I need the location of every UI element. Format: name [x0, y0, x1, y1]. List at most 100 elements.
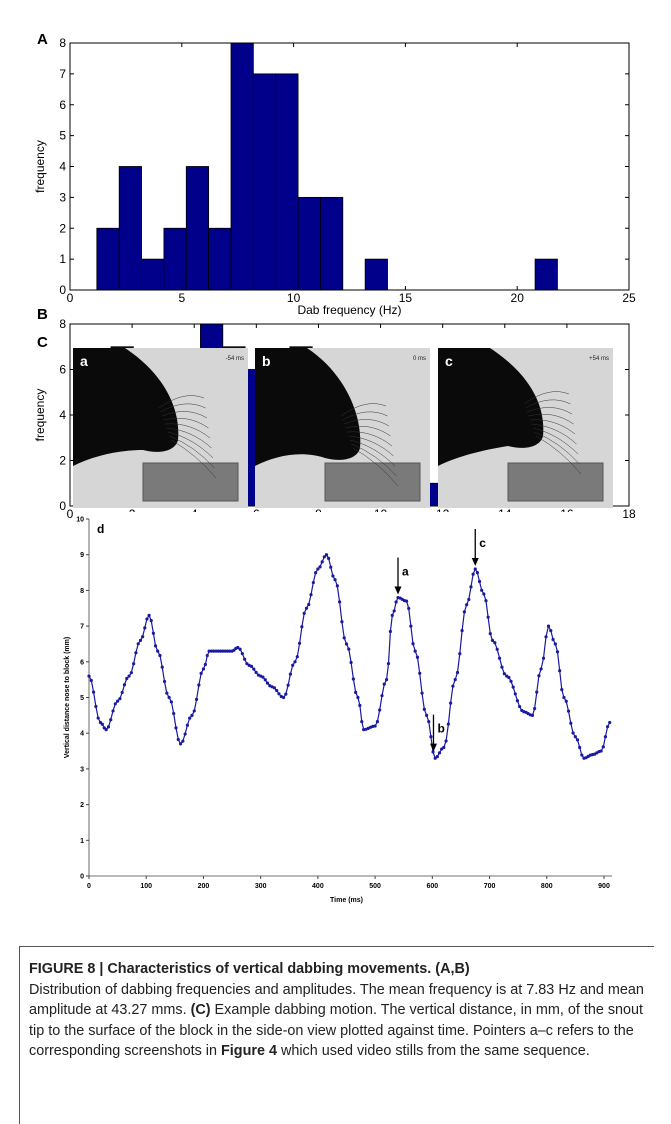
distance-point — [104, 728, 108, 732]
distance-point — [318, 565, 322, 569]
d-x-tick-label: 900 — [598, 883, 610, 890]
distance-point — [125, 676, 129, 681]
distance-point — [384, 678, 389, 682]
distance-point — [462, 610, 466, 614]
distance-point — [194, 697, 199, 701]
distance-point — [347, 647, 351, 651]
hist-a-x-tick-label: 5 — [178, 291, 185, 305]
distance-point — [467, 597, 471, 602]
distance-point — [100, 722, 104, 726]
distance-point — [192, 709, 196, 713]
distance-point — [113, 702, 117, 706]
whisker — [169, 435, 215, 469]
video-still-b: b 0 ms — [255, 348, 430, 508]
distance-point — [291, 663, 295, 667]
block-shape — [324, 462, 421, 502]
hist-a-bar — [96, 227, 120, 291]
pointer-arrow-head — [429, 743, 437, 752]
caption-title: FIGURE 8 | Characteristics of vertical d… — [29, 961, 470, 977]
distance-point — [404, 599, 409, 603]
caption-text: FIGURE 8 | Characteristics of vertical d… — [29, 959, 647, 1062]
distance-point — [425, 713, 429, 717]
distance-point — [442, 745, 446, 750]
distance-point — [544, 635, 548, 639]
distance-point — [281, 695, 286, 700]
distance-point — [449, 701, 453, 705]
distance-point — [407, 606, 411, 611]
hist-b-y-tick-label: 8 — [59, 317, 66, 331]
hist-a-bar — [163, 227, 187, 291]
distance-point — [453, 678, 457, 682]
figure-caption: FIGURE 8 | Characteristics of vertical d… — [19, 946, 654, 1124]
distance-point — [477, 579, 482, 584]
d-x-tick-label: 400 — [312, 883, 324, 890]
distance-point — [201, 667, 206, 671]
distance-point — [209, 649, 214, 653]
distance-point — [338, 600, 342, 604]
d-y-tick-label: 0 — [80, 874, 84, 881]
distance-point — [228, 649, 232, 653]
whisker — [529, 419, 576, 435]
hist-a-bar — [297, 196, 321, 291]
whisker — [158, 395, 205, 409]
distance-point — [349, 660, 353, 665]
distance-point — [578, 745, 582, 750]
distance-point — [444, 739, 448, 743]
distance-point — [575, 738, 580, 742]
distance-point — [471, 572, 475, 576]
distance-point — [169, 700, 173, 704]
distance-point — [455, 670, 460, 675]
panel-c-letter: C — [37, 334, 48, 351]
distance-point — [555, 650, 560, 654]
panel-d-letter: d — [97, 522, 104, 536]
distance-point — [446, 722, 450, 726]
distance-point — [127, 674, 131, 678]
whisker — [523, 391, 570, 405]
distance-point — [517, 704, 522, 709]
distance-point — [573, 735, 577, 739]
distance-point — [205, 653, 209, 658]
distance-point — [340, 620, 344, 624]
distance-point — [530, 713, 535, 717]
distance-point — [134, 651, 138, 655]
caption-figure-ref: Figure 4 — [220, 1043, 277, 1059]
whisker — [351, 443, 397, 477]
whisker — [532, 427, 579, 455]
d-y-tick-label: 9 — [80, 552, 84, 559]
distance-point — [149, 619, 153, 623]
hist-a-bar — [364, 258, 388, 291]
pointer-label-a: a — [402, 565, 409, 579]
distance-point — [91, 690, 96, 694]
distance-point — [236, 645, 240, 650]
whisker — [166, 427, 212, 449]
distance-point — [156, 649, 160, 653]
distance-point — [420, 691, 424, 695]
distance-point — [507, 675, 511, 680]
distance-point — [221, 649, 225, 653]
hist-a-y-tick-label: 5 — [59, 129, 66, 143]
distance-point — [183, 732, 187, 736]
distance-point — [495, 647, 499, 651]
distance-point — [329, 565, 333, 569]
d-y-tick-label: 2 — [80, 802, 84, 809]
panel-b-letter: B — [37, 306, 48, 323]
d-x-tick-label: 600 — [426, 883, 438, 890]
distance-point — [390, 613, 394, 617]
distance-point — [138, 638, 143, 642]
whisker — [170, 439, 217, 479]
distance-point — [435, 755, 439, 759]
distance-point — [553, 642, 557, 646]
distance-point — [197, 683, 201, 687]
distance-point — [109, 718, 113, 722]
hist-a-y-tick-label: 8 — [59, 36, 66, 50]
distance-point — [415, 655, 420, 659]
distance-point — [188, 716, 192, 720]
distance-point — [272, 686, 276, 690]
video-still-c: c +54 ms — [438, 348, 613, 508]
hist-a-x-axis-label: Dab frequency (Hz) — [297, 303, 401, 317]
distance-point — [541, 656, 546, 660]
distance-point — [427, 720, 431, 724]
distance-point — [351, 677, 355, 681]
hist-a-x-tick-label: 20 — [511, 291, 525, 305]
distance-point — [482, 592, 486, 596]
